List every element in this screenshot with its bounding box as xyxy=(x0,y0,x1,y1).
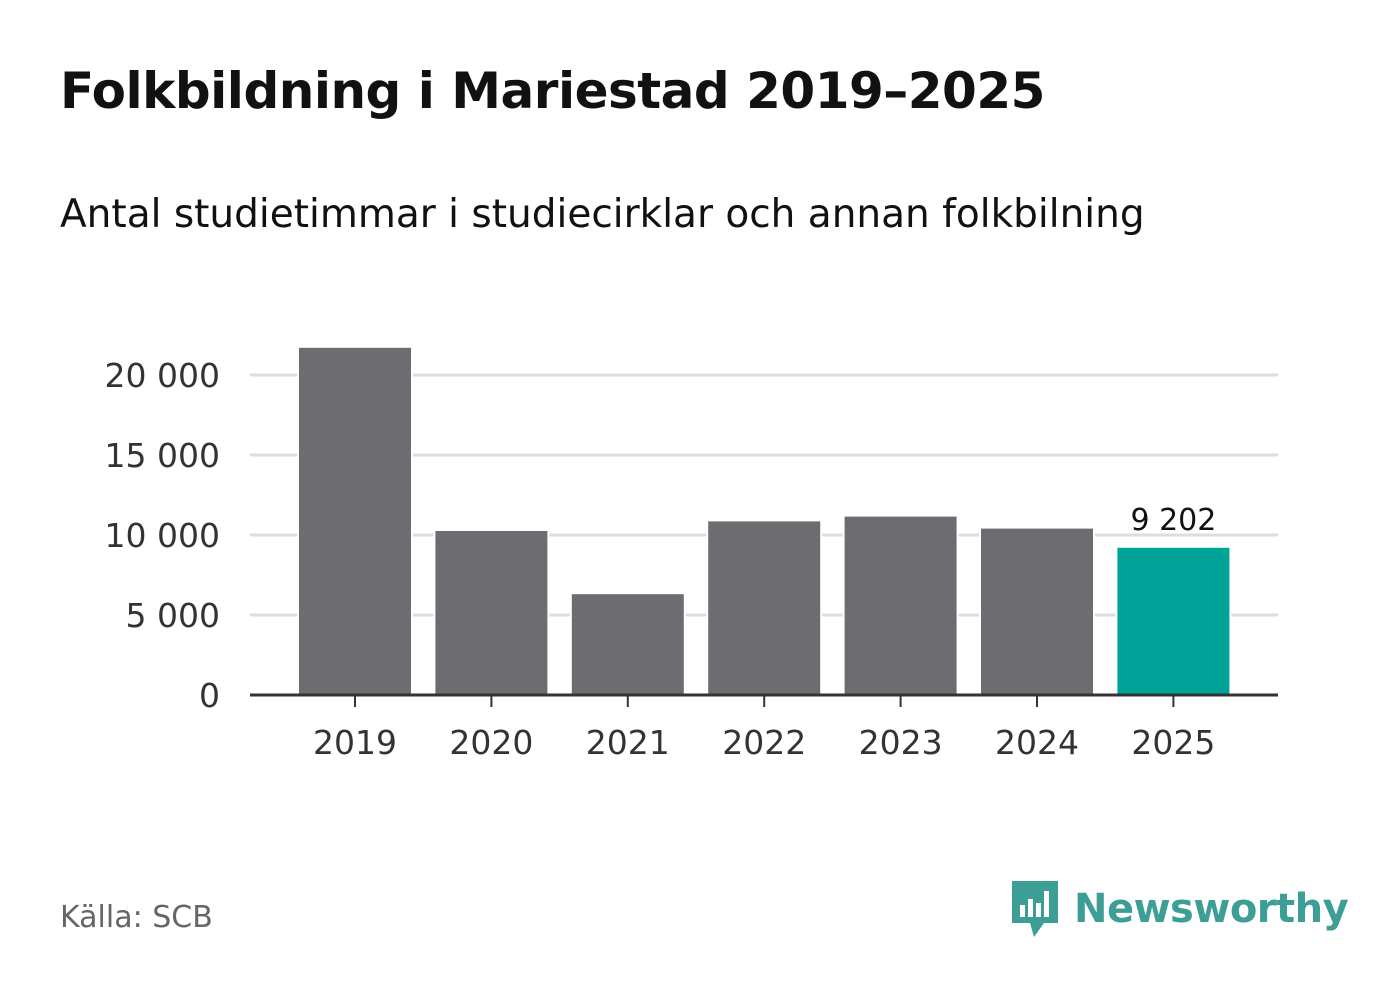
data-label: 9 202 xyxy=(1130,503,1216,538)
y-tick-label: 15 000 xyxy=(105,436,220,475)
y-tick-label: 5 000 xyxy=(126,596,220,635)
bar-2024 xyxy=(979,526,1095,697)
chart-subtitle: Antal studietimmar i studiecirklar och a… xyxy=(60,192,1145,237)
x-tick-label: 2021 xyxy=(586,723,670,762)
bar-2020 xyxy=(433,529,550,697)
x-tick-label: 2023 xyxy=(859,723,943,762)
source-note: Källa: SCB xyxy=(60,900,213,935)
y-tick-label: 20 000 xyxy=(105,356,220,395)
y-tick-label: 0 xyxy=(199,676,220,715)
bar-2021 xyxy=(569,592,686,698)
newsworthy-logo-icon xyxy=(1012,881,1058,937)
y-tick-label: 10 000 xyxy=(105,516,220,555)
newsworthy-logo-text: Newsworthy xyxy=(1074,886,1349,932)
bar-2025 xyxy=(1115,545,1232,697)
bar-2022 xyxy=(706,519,823,698)
x-tick-label: 2022 xyxy=(722,723,806,762)
x-tick-label: 2020 xyxy=(449,723,533,762)
x-tick-label: 2024 xyxy=(995,723,1079,762)
x-tick-label: 2025 xyxy=(1131,723,1215,762)
chart-title: Folkbildning i Mariestad 2019–2025 xyxy=(60,62,1045,120)
bar-2019 xyxy=(297,345,413,697)
newsworthy-logo: Newsworthy xyxy=(1010,878,1349,940)
x-tick-label: 2019 xyxy=(313,723,397,762)
bar-2023 xyxy=(842,514,959,697)
